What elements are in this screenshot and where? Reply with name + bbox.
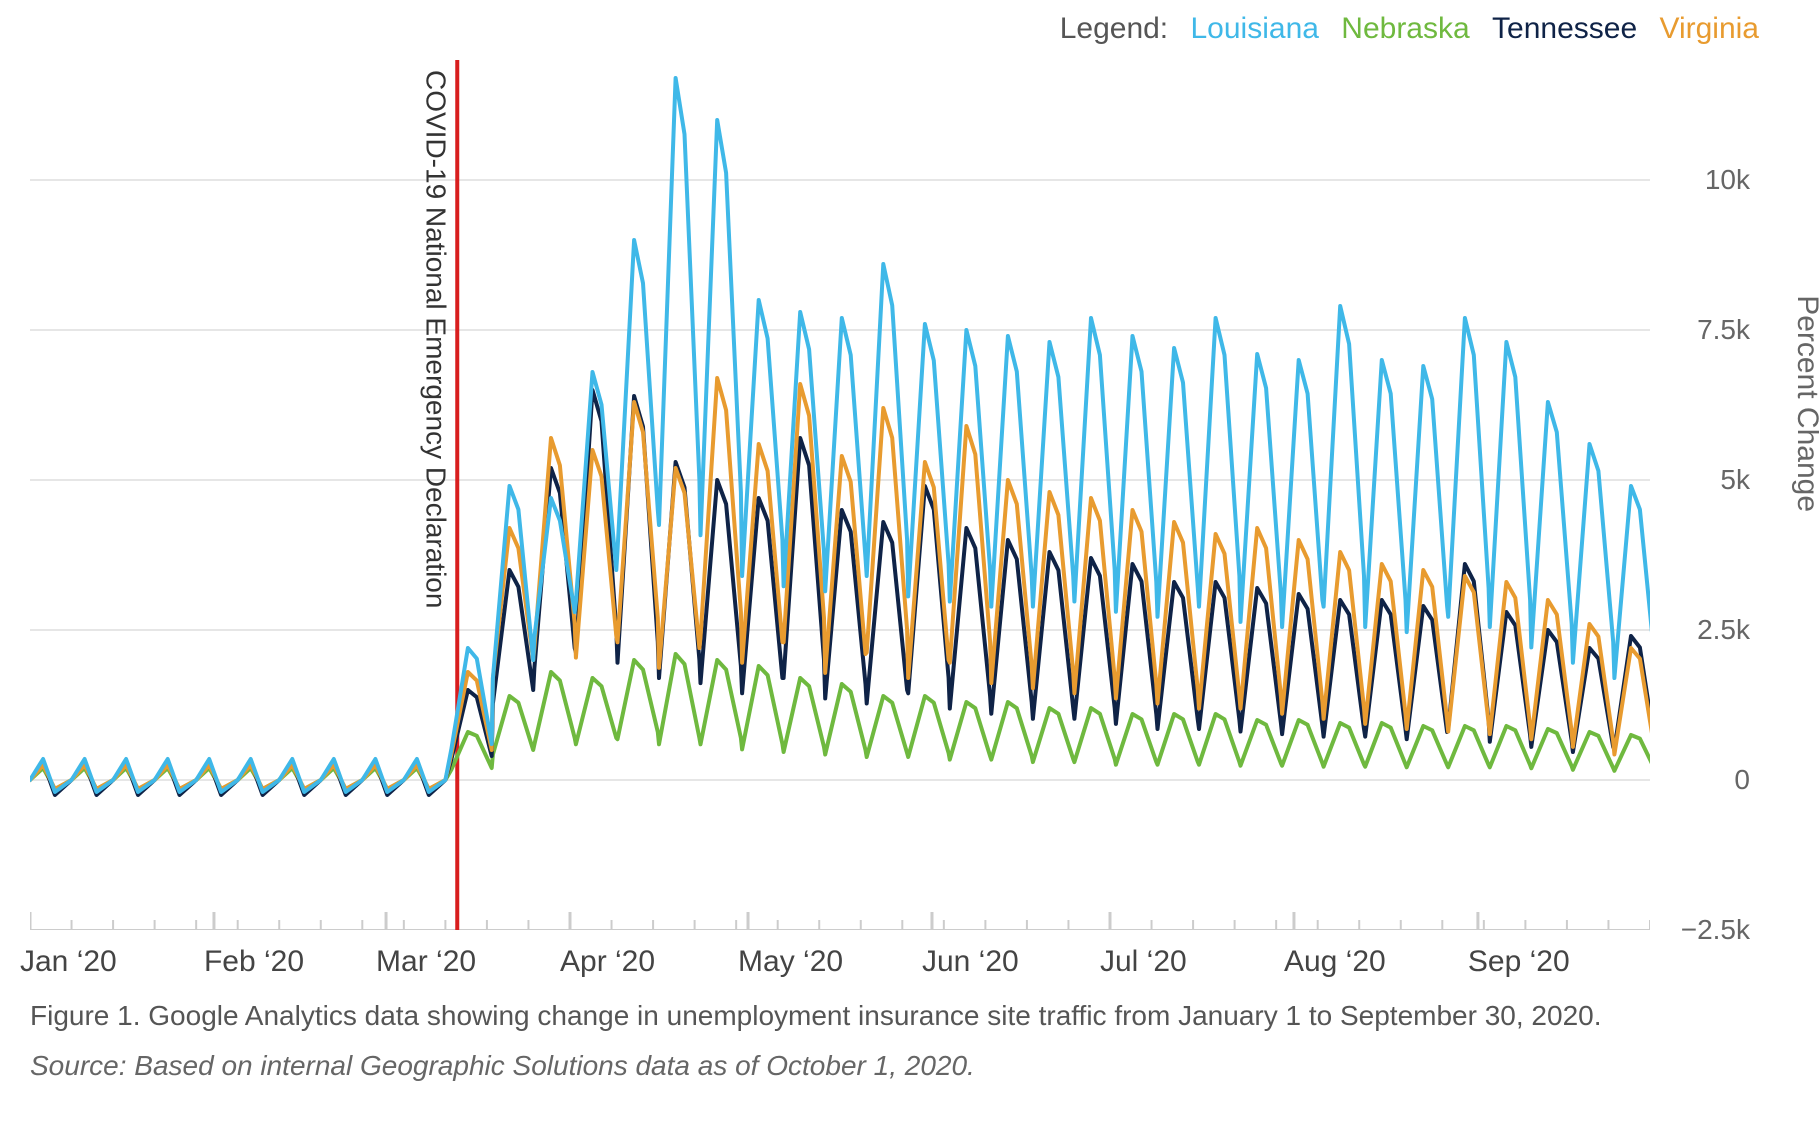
x-tick-label: Sep ‘20 xyxy=(1468,945,1570,979)
emergency-declaration-annotation: COVID-19 National Emergency Declaration xyxy=(419,70,451,608)
x-tick-label: Mar ‘20 xyxy=(376,945,476,979)
y-tick-label: 10k xyxy=(1705,164,1750,196)
x-tick-label: Jun ‘20 xyxy=(922,945,1019,979)
figure-caption: Figure 1. Google Analytics data showing … xyxy=(30,1000,1602,1032)
legend-item-nebraska: Nebraska xyxy=(1341,12,1469,45)
x-tick-label: Jul ‘20 xyxy=(1100,945,1187,979)
chart-plot-area: COVID-19 National Emergency Declaration xyxy=(30,60,1650,930)
y-tick-label: 0 xyxy=(1734,764,1750,796)
x-tick-label: Aug ‘20 xyxy=(1284,945,1386,979)
x-tick-label: Apr ‘20 xyxy=(560,945,655,979)
y-tick-label: 2.5k xyxy=(1697,614,1750,646)
x-tick-label: Jan ‘20 xyxy=(20,945,117,979)
x-tick-label: May ‘20 xyxy=(738,945,843,979)
chart-svg xyxy=(30,60,1650,930)
legend-item-virginia: Virginia xyxy=(1659,12,1759,45)
x-axis-ticks: Jan ‘20Feb ‘20Mar ‘20Apr ‘20May ‘20Jun ‘… xyxy=(30,945,1650,985)
x-tick-label: Feb ‘20 xyxy=(204,945,304,979)
legend-label: Legend: xyxy=(1060,12,1168,45)
figure-source: Source: Based on internal Geographic Sol… xyxy=(30,1050,975,1082)
legend-item-tennessee: Tennessee xyxy=(1492,12,1637,45)
y-tick-label: 5k xyxy=(1720,464,1750,496)
y-axis-ticks: −2.5k02.5k5k7.5k10k xyxy=(1660,60,1750,930)
chart-legend: Legend: Louisiana Nebraska Tennessee Vir… xyxy=(0,12,1759,46)
y-tick-label: 7.5k xyxy=(1697,314,1750,346)
y-tick-label: −2.5k xyxy=(1681,914,1750,946)
y-axis-label: Percent Change xyxy=(1790,295,1819,512)
legend-item-louisiana: Louisiana xyxy=(1191,12,1319,45)
